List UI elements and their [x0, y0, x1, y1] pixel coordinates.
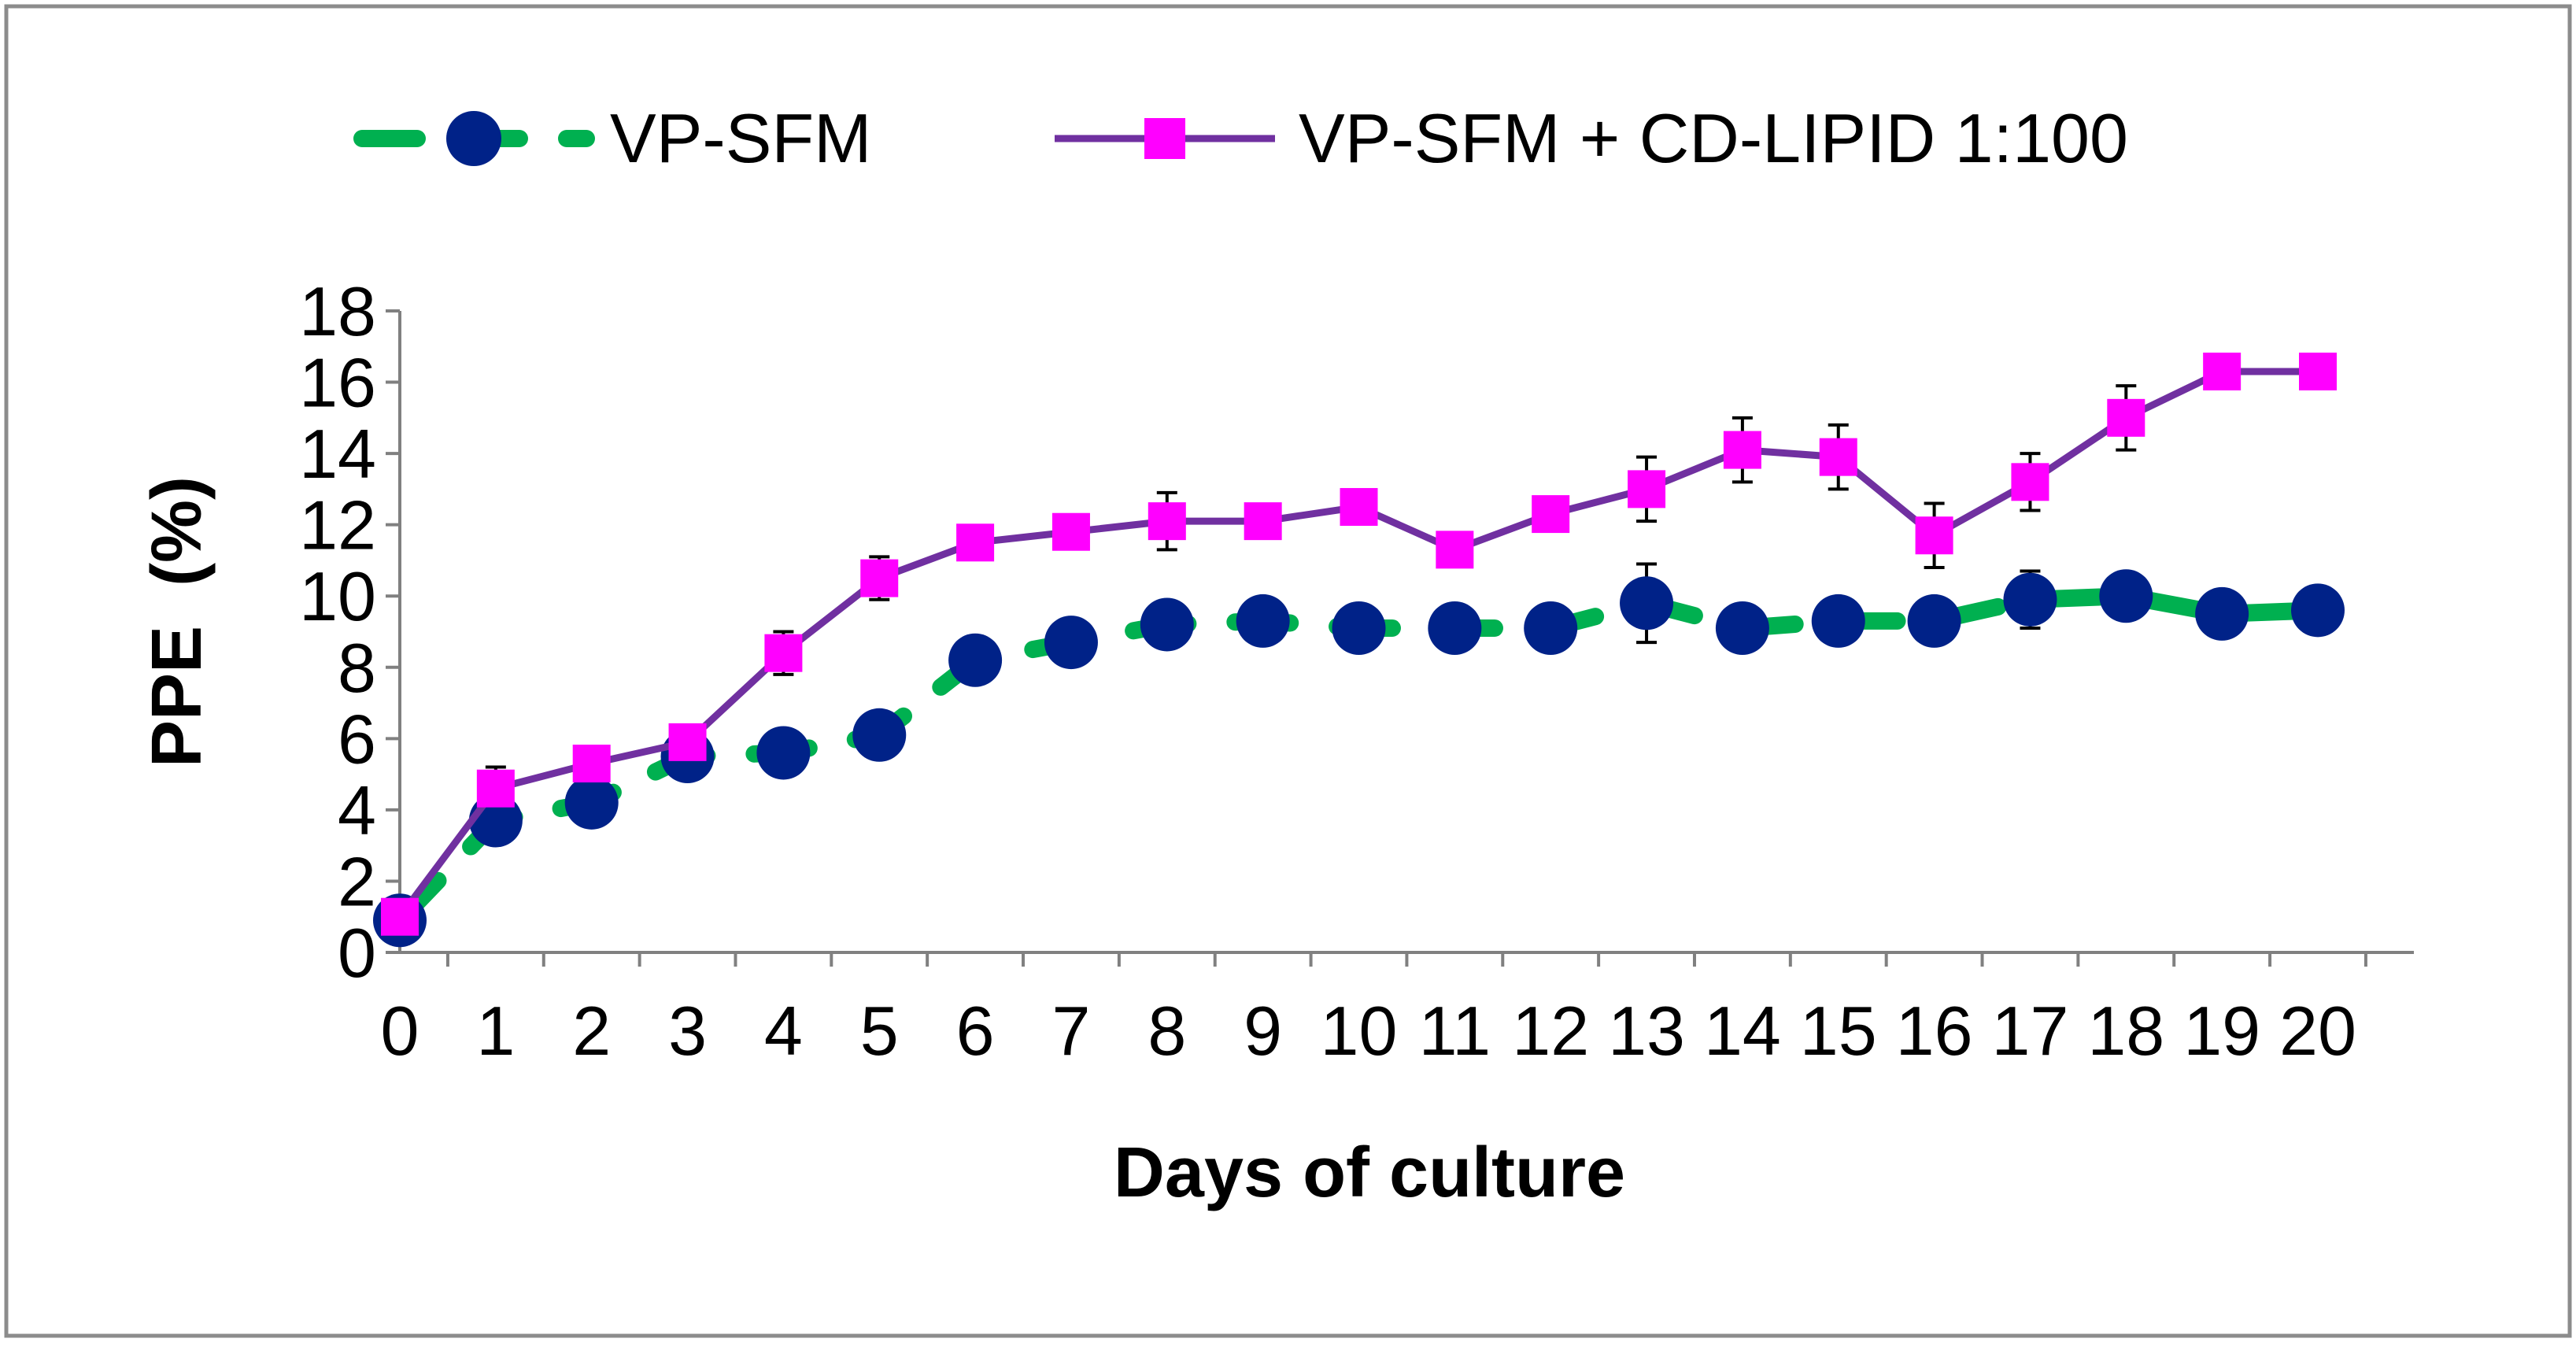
- legend-label-vp-sfm-cd-lipid: VP-SFM + CD-LIPID 1:100: [1299, 99, 2128, 177]
- point-vp-sfm-cd-lipid-4: [764, 634, 803, 672]
- point-vp-sfm-cd-lipid-11: [1436, 531, 1474, 569]
- point-vp-sfm-cd-lipid-16: [1915, 516, 1953, 555]
- x-tick-label-11: 11: [1419, 992, 1491, 1070]
- axis-labels: Days of culture PPE (%): [138, 476, 1625, 1212]
- x-tick-label-8: 8: [1148, 992, 1186, 1070]
- x-tick-label-16: 16: [1896, 992, 1973, 1070]
- x-tick-label-7: 7: [1051, 992, 1090, 1070]
- y-axis-title: PPE (%): [138, 476, 216, 767]
- y-tick-label-12: 12: [299, 486, 376, 564]
- x-tick-label-12: 12: [1512, 992, 1589, 1070]
- point-vp-sfm-2: [564, 775, 619, 830]
- x-tick-label-0: 0: [381, 992, 419, 1070]
- point-vp-sfm-cd-lipid-19: [2203, 352, 2242, 390]
- series-layer: [373, 352, 2345, 948]
- y-tick-label-14: 14: [299, 415, 376, 493]
- point-vp-sfm-cd-lipid-2: [572, 745, 611, 783]
- point-vp-sfm-7: [1044, 616, 1098, 670]
- x-tick-label-14: 14: [1704, 992, 1781, 1070]
- figure-frame: [4, 4, 2572, 1338]
- point-vp-sfm-13: [1620, 576, 1674, 630]
- point-vp-sfm-14: [1715, 601, 1769, 655]
- x-tick-label-19: 19: [2183, 992, 2260, 1070]
- x-tick-label-2: 2: [572, 992, 611, 1070]
- point-vp-sfm-cd-lipid-14: [1723, 431, 1761, 469]
- point-vp-sfm-20: [2291, 583, 2345, 638]
- y-tick-label-6: 6: [338, 700, 376, 778]
- point-vp-sfm-16: [1907, 593, 1961, 648]
- point-vp-sfm-cd-lipid-0: [381, 897, 419, 936]
- x-tick-label-18: 18: [2087, 992, 2164, 1070]
- point-vp-sfm-cd-lipid-13: [1628, 470, 1666, 508]
- legend-entry-vp-sfm-cd-lipid: VP-SFM + CD-LIPID 1:100: [1055, 99, 2128, 177]
- x-tick-label-20: 20: [2279, 992, 2356, 1070]
- x-tick-label-15: 15: [1800, 992, 1877, 1070]
- point-vp-sfm-cd-lipid-20: [2299, 352, 2337, 390]
- point-vp-sfm-4: [756, 726, 811, 780]
- point-vp-sfm-9: [1236, 593, 1290, 648]
- point-vp-sfm-18: [2099, 569, 2153, 623]
- x-tick-label-10: 10: [1321, 992, 1398, 1070]
- x-tick-label-17: 17: [1992, 992, 2069, 1070]
- x-tick-label-13: 13: [1608, 992, 1685, 1070]
- point-vp-sfm-cd-lipid-8: [1148, 502, 1186, 541]
- x-tick-label-9: 9: [1244, 992, 1282, 1070]
- y-tick-label-0: 0: [338, 914, 376, 992]
- x-tick-label-3: 3: [668, 992, 707, 1070]
- y-tick-label-8: 8: [338, 629, 376, 707]
- point-vp-sfm-6: [948, 633, 1003, 687]
- point-vp-sfm-10: [1332, 601, 1386, 655]
- point-vp-sfm-cd-lipid-12: [1532, 495, 1570, 534]
- x-tick-label-4: 4: [764, 992, 803, 1070]
- point-vp-sfm-cd-lipid-1: [476, 769, 515, 808]
- x-tick-label-1: 1: [476, 992, 515, 1070]
- y-tick-label-18: 18: [299, 272, 376, 350]
- point-vp-sfm-cd-lipid-9: [1244, 502, 1282, 541]
- x-tick-label-6: 6: [956, 992, 995, 1070]
- y-tick-label-10: 10: [299, 557, 376, 635]
- point-vp-sfm-cd-lipid-3: [668, 723, 707, 761]
- point-vp-sfm-19: [2195, 586, 2249, 641]
- point-vp-sfm-cd-lipid-7: [1051, 512, 1090, 551]
- point-vp-sfm-cd-lipid-5: [860, 559, 899, 597]
- legend-swatch-marker-vp-sfm: [446, 111, 501, 166]
- point-vp-sfm-11: [1428, 601, 1482, 655]
- legend-label-vp-sfm: VP-SFM: [610, 99, 871, 177]
- point-vp-sfm-cd-lipid-15: [1819, 438, 1857, 476]
- legend-entry-vp-sfm: VP-SFM: [353, 99, 871, 177]
- point-vp-sfm-cd-lipid-17: [2011, 463, 2049, 501]
- point-vp-sfm-cd-lipid-18: [2107, 398, 2145, 437]
- point-vp-sfm-cd-lipid-6: [956, 523, 995, 562]
- point-vp-sfm-8: [1140, 597, 1194, 652]
- point-vp-sfm-5: [852, 708, 907, 762]
- point-vp-sfm-17: [2003, 572, 2057, 627]
- y-tick-label-4: 4: [338, 771, 376, 849]
- point-vp-sfm-15: [1811, 593, 1865, 648]
- point-vp-sfm-12: [1524, 601, 1578, 655]
- legend-swatch-marker-vp-sfm-cd-lipid: [1144, 118, 1185, 159]
- y-tick-label-2: 2: [338, 842, 376, 920]
- legend: VP-SFM VP-SFM + CD-LIPID 1:100: [353, 99, 2128, 177]
- y-tick-label-16: 16: [299, 344, 376, 422]
- point-vp-sfm-cd-lipid-10: [1340, 488, 1378, 527]
- x-tick-label-5: 5: [860, 992, 899, 1070]
- x-axis-title: Days of culture: [1114, 1133, 1625, 1212]
